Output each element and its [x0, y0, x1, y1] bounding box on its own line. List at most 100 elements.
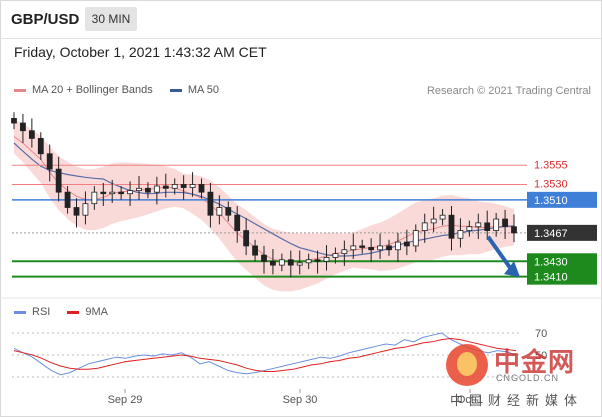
candle-body [261, 254, 267, 262]
candle-body [243, 230, 250, 247]
x-tick-label: Oct 1 [457, 394, 483, 406]
candle-body [412, 230, 419, 247]
candle-body [287, 259, 294, 266]
candle-body [395, 241, 401, 251]
candle-body [136, 187, 142, 192]
level-label: 1.3430 [534, 256, 568, 268]
level-label: 1.3510 [534, 195, 568, 207]
candle-body [91, 191, 98, 205]
candle-body [46, 153, 53, 170]
symbol-label: GBP/USD [11, 11, 80, 28]
candle-body [118, 191, 125, 195]
candle-body [403, 241, 410, 247]
chart-header: GBP/USD 30 MIN [0, 0, 602, 39]
price-legend: MA 20 + Bollinger Bands MA 50 [14, 84, 233, 96]
candle-body [109, 191, 116, 195]
candle-body [64, 191, 71, 208]
candle-body [296, 262, 303, 266]
legend-ma50-label: MA 50 [187, 84, 220, 96]
candle-body [162, 185, 169, 189]
rsi-legend: RSI 9MA [14, 306, 122, 318]
legend-rsi-label: RSI [32, 306, 51, 318]
level-label: 1.3467 [534, 228, 568, 240]
candle-body [386, 245, 392, 251]
legend-rsi: RSI [14, 306, 50, 318]
legend-ma20-label: MA 20 + Bollinger Bands [32, 84, 153, 96]
level-label: 1.3555 [534, 159, 568, 171]
candle-body [278, 259, 285, 266]
level-label-bg [527, 268, 597, 285]
candle-body [73, 207, 80, 216]
rsi-ma-line [13, 337, 517, 372]
watermark-logo-icon [446, 344, 488, 386]
legend-ma50: MA 50 [169, 84, 220, 96]
level-label: 1.3530 [534, 178, 568, 190]
date-text: Friday, October 1, 2021 1:43:32 AM CET [14, 44, 267, 60]
rsi-swatch [14, 310, 26, 314]
candle-body [252, 245, 258, 256]
legend-ma20: MA 20 + Bollinger Bands [14, 84, 153, 96]
level-label-bg [527, 224, 597, 241]
candle-body [511, 226, 517, 234]
level-label-bg [527, 253, 597, 270]
candle-body [82, 203, 89, 216]
candle-body [502, 218, 508, 228]
candle-body [359, 245, 366, 248]
legend-ma9: 9MA [67, 306, 108, 318]
watermark-name: 中金网 [494, 348, 576, 378]
x-tick-label: Sep 29 [108, 394, 143, 406]
candle-body [475, 222, 482, 228]
rsi-line [13, 332, 517, 376]
candle-body [466, 226, 473, 231]
candle-body [216, 207, 223, 216]
credit-text: Research © 2021 Trading Central [426, 85, 591, 97]
watermark: 中金网 CNGOLD.CN 中国财经新媒体 [446, 342, 596, 409]
candle-body [377, 245, 383, 251]
candle-body [11, 118, 17, 124]
candle-body [207, 191, 214, 216]
level-label-bg [527, 191, 597, 208]
candle-body [153, 185, 160, 193]
candle-body [439, 214, 446, 220]
candle-body [341, 249, 348, 254]
candle-body [189, 184, 196, 188]
candle-body [457, 230, 464, 239]
x-tick-label: Sep 30 [283, 394, 318, 406]
candle-body [145, 187, 151, 193]
candle-body [198, 184, 205, 193]
candle-body [350, 245, 357, 251]
timeframe-badge[interactable]: 30 MIN [85, 7, 137, 31]
candle-body [368, 247, 375, 251]
candle-body [171, 184, 178, 189]
watermark-tagline: 中国财经新媒体 [450, 394, 584, 409]
candle-body [20, 122, 26, 132]
ma50-swatch [169, 88, 182, 92]
candle-body [225, 207, 232, 216]
candle-body [100, 191, 107, 195]
rsi-tick-label: 50 [535, 350, 547, 362]
ma20-swatch [14, 88, 26, 92]
candle-body [314, 259, 321, 262]
candle-body [448, 214, 455, 239]
candle-body [234, 214, 241, 231]
watermark-url: CNGOLD.CN [496, 373, 560, 383]
legend-ma9-label: 9MA [85, 306, 109, 318]
forecast-arrow-shaft [486, 235, 513, 271]
candle-body [180, 184, 187, 188]
candle-body [323, 257, 330, 262]
candle-body [55, 168, 62, 193]
level-label: 1.3410 [534, 272, 568, 284]
candle-body [127, 190, 133, 195]
candle-body [305, 259, 312, 264]
rsi-tick-label: 70 [535, 328, 547, 340]
forecast-arrow-head [504, 261, 520, 278]
candle-body [332, 253, 339, 258]
candle-body [430, 218, 437, 224]
ma50-line [13, 142, 515, 257]
candle-body [493, 218, 500, 231]
candle-body [270, 260, 276, 266]
candle-body [28, 130, 35, 139]
candle-body [37, 137, 44, 155]
candle-body [421, 222, 428, 231]
